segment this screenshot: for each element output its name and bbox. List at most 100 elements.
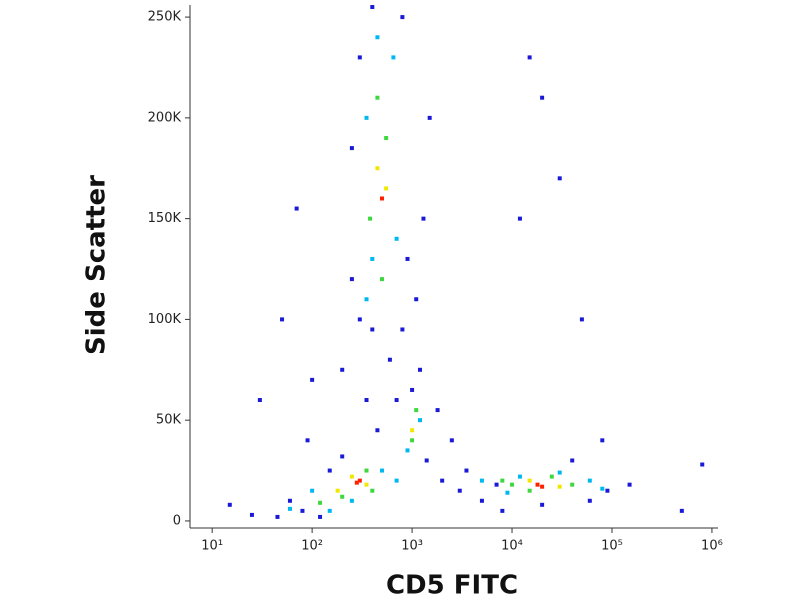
event-dot xyxy=(387,357,392,362)
event-dot xyxy=(570,482,575,487)
event-dot xyxy=(410,438,415,443)
event-dot xyxy=(517,216,522,221)
event-dot xyxy=(414,297,419,302)
event-dot xyxy=(354,480,359,485)
event-dot xyxy=(421,216,426,221)
event-dot xyxy=(527,55,532,60)
event-dot xyxy=(427,115,432,120)
event-dot xyxy=(370,5,375,10)
event-dot xyxy=(587,498,592,503)
event-dot xyxy=(375,95,380,100)
event-dot xyxy=(435,408,440,413)
event-dot xyxy=(424,458,429,463)
event-dot xyxy=(379,277,384,282)
event-dot xyxy=(370,327,375,332)
event-dot xyxy=(349,146,354,151)
x-tick-label: 10⁶ xyxy=(701,539,723,554)
x-tick-label: 10³ xyxy=(401,539,423,554)
y-tick-label: 250K xyxy=(148,10,182,25)
event-dot xyxy=(357,478,362,483)
event-dot xyxy=(364,482,369,487)
event-dot xyxy=(605,488,610,493)
event-dot xyxy=(557,484,562,489)
y-tick-label: 200K xyxy=(148,110,182,125)
event-dot xyxy=(394,478,399,483)
event-dot xyxy=(370,256,375,261)
event-dot xyxy=(357,317,362,322)
event-dot xyxy=(368,216,373,221)
event-dot xyxy=(318,514,323,519)
event-dot xyxy=(400,327,405,332)
event-dot xyxy=(257,398,262,403)
event-dot xyxy=(557,470,562,475)
event-dot xyxy=(305,438,310,443)
event-dot xyxy=(379,196,384,201)
event-dot xyxy=(227,502,232,507)
event-dot xyxy=(364,468,369,473)
event-dot xyxy=(300,508,305,513)
event-dot xyxy=(327,468,332,473)
event-dot xyxy=(364,398,369,403)
event-dot xyxy=(405,448,410,453)
event-dot xyxy=(327,508,332,513)
event-dot xyxy=(340,494,345,499)
event-dot xyxy=(375,35,380,40)
event-dot xyxy=(310,488,315,493)
event-dot xyxy=(405,256,410,261)
y-axis-title: Side Scatter xyxy=(82,175,112,355)
event-dot xyxy=(349,498,354,503)
event-dot xyxy=(417,418,422,423)
y-tick-label: 50K xyxy=(156,413,182,428)
event-dot xyxy=(417,367,422,372)
event-dot xyxy=(370,488,375,493)
y-tick-label: 150K xyxy=(148,211,182,226)
event-dot xyxy=(527,478,532,483)
event-dot xyxy=(540,502,545,507)
event-dot xyxy=(394,398,399,403)
event-dot xyxy=(394,236,399,241)
event-dot xyxy=(349,277,354,282)
event-dot xyxy=(310,377,315,382)
event-dot xyxy=(384,186,389,191)
event-dot xyxy=(679,508,684,513)
event-dot xyxy=(700,462,705,467)
event-dot xyxy=(349,474,354,479)
y-tick-label: 0 xyxy=(173,513,181,528)
x-tick-label: 10⁴ xyxy=(501,539,523,554)
y-tick-label: 100K xyxy=(148,312,182,327)
event-dot xyxy=(449,438,454,443)
event-dot xyxy=(579,317,584,322)
event-dot xyxy=(379,468,384,473)
event-dot xyxy=(294,206,299,211)
event-dot xyxy=(414,408,419,413)
x-tick-label: 10⁵ xyxy=(601,539,623,554)
event-dot xyxy=(318,500,323,505)
event-dot xyxy=(500,478,505,483)
event-dot xyxy=(540,95,545,100)
event-dot xyxy=(457,488,462,493)
event-dot xyxy=(464,468,469,473)
event-dot xyxy=(500,508,505,513)
event-dot xyxy=(249,512,254,517)
event-dot xyxy=(391,55,396,60)
event-dot xyxy=(340,454,345,459)
event-dot xyxy=(570,458,575,463)
event-dot xyxy=(557,176,562,181)
event-dot xyxy=(600,438,605,443)
event-dot xyxy=(364,297,369,302)
event-dot xyxy=(627,482,632,487)
event-dot xyxy=(505,490,510,495)
x-axis-title: CD5 FITC xyxy=(386,571,518,600)
event-dot xyxy=(410,387,415,392)
event-dot xyxy=(440,478,445,483)
event-dot xyxy=(275,514,280,519)
event-dot xyxy=(340,367,345,372)
event-dot xyxy=(384,136,389,141)
event-dot xyxy=(587,478,592,483)
event-dot xyxy=(375,428,380,433)
event-dot xyxy=(479,498,484,503)
event-dot xyxy=(494,482,499,487)
event-dot xyxy=(400,15,405,20)
event-dot xyxy=(540,484,545,489)
